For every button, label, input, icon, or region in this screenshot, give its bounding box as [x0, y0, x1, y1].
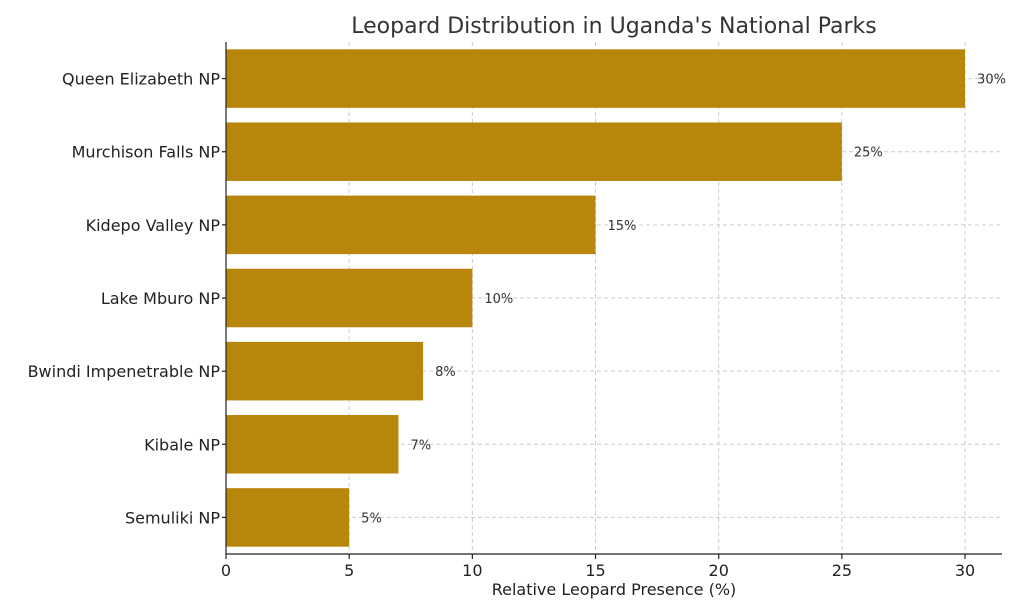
bar — [226, 195, 596, 255]
data-label: 8% — [435, 365, 456, 380]
category-label: Lake Mburo NP — [101, 289, 221, 308]
category-label: Queen Elizabeth NP — [62, 70, 220, 89]
data-label: 25% — [854, 146, 883, 161]
data-label: 7% — [410, 438, 431, 453]
axes-layer — [222, 42, 1002, 559]
x-tick-label: 20 — [709, 561, 729, 580]
bars-layer — [226, 49, 966, 547]
category-label: Kibale NP — [144, 435, 220, 454]
labels-layer: Queen Elizabeth NP 30% Murchison Falls NP 2… — [28, 70, 1006, 580]
category-label: Kidepo Valley NP — [86, 216, 221, 235]
bar — [226, 341, 424, 401]
chart-title: Leopard Distribution in Uganda's Nationa… — [351, 14, 876, 39]
x-tick-label: 25 — [832, 561, 852, 580]
category-label: Bwindi Impenetrable NP — [28, 362, 221, 381]
category-label: Semuliki NP — [125, 508, 220, 527]
bar — [226, 488, 350, 547]
x-tick-label: 5 — [344, 561, 354, 580]
x-tick-label: 0 — [221, 561, 231, 580]
data-label: 30% — [977, 73, 1006, 88]
data-label: 15% — [608, 219, 637, 234]
x-tick-label: 30 — [955, 561, 975, 580]
x-tick-label: 15 — [585, 561, 605, 580]
bar — [226, 49, 966, 108]
bar — [226, 415, 399, 474]
data-label: 5% — [361, 511, 382, 526]
bar — [226, 122, 842, 181]
data-label: 10% — [484, 292, 513, 307]
x-axis-label: Relative Leopard Presence (%) — [492, 580, 737, 599]
category-label: Murchison Falls NP — [72, 143, 221, 162]
x-tick-label: 10 — [462, 561, 482, 580]
bar — [226, 268, 473, 328]
